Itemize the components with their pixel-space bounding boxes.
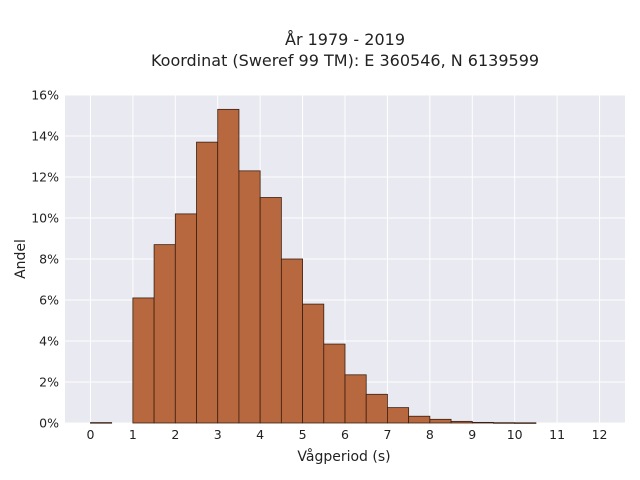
y-tick-label: 12% [31,170,59,185]
histogram-bar [238,170,261,424]
histogram-bar [302,303,325,424]
histogram-bar [280,258,303,424]
y-tick-label: 0% [39,416,59,431]
x-tick-label: 4 [256,427,264,442]
x-tick-label: 1 [129,427,137,442]
histogram-bar [217,108,240,424]
histogram-bar [153,244,176,424]
histogram-bar [259,197,282,424]
x-axis-ticks: 0 1 2 3 4 5 6 7 8 9 10 11 12 [86,427,607,442]
x-tick-label: 2 [171,427,179,442]
histogram-bar [514,422,537,424]
histogram-bar [365,393,388,424]
bars-group [90,108,537,424]
x-axis-label: Vågperiod (s) [297,448,390,465]
x-tick-label: 9 [468,427,476,442]
histogram-bar [174,213,197,424]
y-tick-label: 4% [39,334,59,349]
y-tick-label: 8% [39,252,59,267]
histogram-bar [429,418,452,424]
histogram-bar [471,421,494,424]
y-tick-label: 14% [31,129,59,144]
chart-title-line2: Koordinat (Sweref 99 TM): E 360546, N 61… [151,51,539,70]
y-tick-label: 2% [39,375,59,390]
histogram-bar [196,141,219,424]
x-tick-label: 7 [383,427,391,442]
histogram-bar [408,415,431,424]
y-tick-label: 10% [31,211,59,226]
x-tick-label: 6 [341,427,349,442]
x-tick-label: 10 [507,427,523,442]
y-axis-label: Andel [13,239,29,279]
chart-title-line1: År 1979 - 2019 [285,30,405,49]
histogram-bar [90,422,113,424]
y-tick-label: 16% [31,88,59,103]
x-tick-label: 5 [299,427,307,442]
histogram-bar [493,422,516,424]
histogram-bar [387,407,410,424]
y-tick-label: 6% [39,293,59,308]
x-tick-label: 11 [549,427,565,442]
x-tick-label: 0 [86,427,94,442]
x-tick-label: 12 [592,427,608,442]
y-axis-ticks: 0% 2% 4% 6% 8% 10% 12% 14% 16% [31,88,59,431]
histogram-bar [132,297,155,424]
x-tick-label: 3 [214,427,222,442]
x-tick-label: 8 [426,427,434,442]
histogram-bar [344,374,367,424]
histogram-bar [450,420,473,424]
histogram-bar [323,343,346,424]
